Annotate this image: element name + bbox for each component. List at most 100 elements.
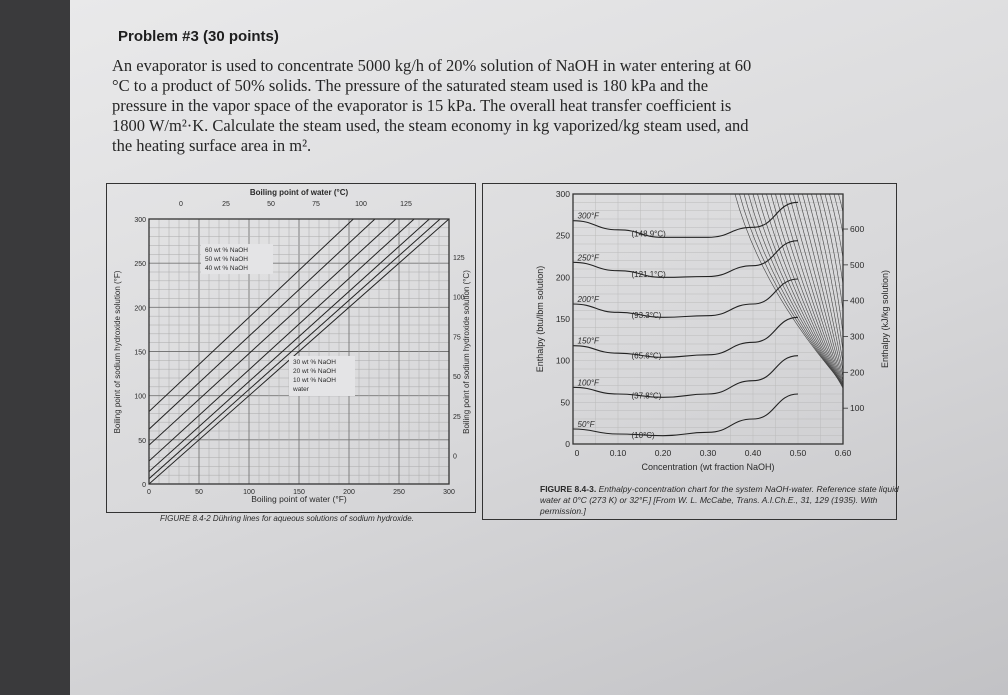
isotherm-label-c: (93.3°C) — [632, 311, 662, 320]
right-tick-label: 0 — [453, 454, 457, 461]
isotherm-label-c: (121.1°C) — [632, 270, 667, 279]
figure-number: FIGURE 8.4-3. — [540, 484, 597, 494]
isotherm-label-c: (10°C) — [632, 431, 656, 440]
solid-phase-hatch — [811, 194, 843, 353]
isotherm-label-f: 250°F — [577, 253, 601, 262]
problem-line: °C to a product of 50% solids. The press… — [112, 76, 709, 95]
solid-phase-hatch — [757, 194, 843, 389]
isotherm-line — [573, 278, 799, 318]
problem-title: Problem #3 (30 points) — [118, 28, 279, 45]
x-tick-label: 100 — [243, 489, 255, 496]
legend-upper: 60 wt % NaOH 50 wt % NaOH 40 wt % NaOH — [201, 244, 273, 274]
legend-item: water — [292, 386, 310, 393]
legend-lower: 30 wt % NaOH 20 wt % NaOH 10 wt % NaOH w… — [289, 356, 355, 396]
isotherm-line — [573, 316, 799, 358]
x-tick-label: 0 — [575, 448, 580, 458]
right-tick-label: 400 — [850, 296, 864, 306]
figure-caption-text: Dühring lines for aqueous solutions of s… — [212, 514, 414, 523]
y-tick-label: 50 — [561, 397, 571, 407]
problem-line: pressure in the vapor space of the evapo… — [112, 96, 732, 115]
solid-phase-hatch — [784, 194, 843, 387]
y-tick-label: 50 — [138, 438, 146, 445]
right-tick-label: 200 — [850, 367, 864, 377]
legend-item: 50 wt % NaOH — [205, 256, 248, 263]
isotherm-line — [573, 355, 799, 398]
right-tick-label: 100 — [850, 403, 864, 413]
y-tick-label: 0 — [565, 439, 570, 449]
problem-line: the heating surface area in m². — [112, 136, 312, 155]
top-tick-label: 125 — [400, 201, 412, 208]
right-tick-label: 25 — [453, 414, 461, 421]
isotherm-label-f: 200°F — [577, 295, 601, 304]
figure-caption-text: Enthalpy-concentration chart for the sys… — [540, 484, 899, 516]
figure-number: FIGURE 8.4-2 — [160, 514, 211, 523]
y-tick-label: 150 — [556, 314, 570, 324]
top-tick-label: 0 — [179, 201, 183, 208]
x-tick-label: 300 — [443, 489, 455, 496]
isotherm-label-c: (65.6°C) — [632, 351, 662, 360]
solid-phase-hatch — [766, 194, 843, 389]
right-tick-label: 125 — [453, 255, 465, 262]
isotherm-label-f: 100°F — [578, 378, 601, 387]
figure-caption-left: FIGURE 8.4-2 Dühring lines for aqueous s… — [160, 514, 414, 523]
x-tick-label: 200 — [343, 489, 355, 496]
legend-item: 20 wt % NaOH — [293, 368, 336, 375]
paper-sheet — [70, 0, 1008, 695]
x-axis-title: Concentration (wt fraction NaOH) — [641, 462, 774, 472]
right-tick-label: 75 — [453, 334, 461, 341]
y-tick-label: 150 — [134, 350, 146, 357]
solid-phase-hatch — [824, 194, 843, 287]
y-tick-label: 100 — [556, 356, 570, 366]
duhring-chart: Boiling point of water (°C) Boiling poin… — [113, 188, 471, 504]
duhring-line — [149, 219, 431, 473]
duhring-line — [149, 219, 355, 412]
solid-phase-hatch — [775, 194, 843, 389]
duhring-line — [149, 219, 415, 462]
y-tick-label: 200 — [134, 305, 146, 312]
y-tick-label: 300 — [556, 189, 570, 199]
duhring-line — [149, 219, 376, 430]
legend-item: 30 wt % NaOH — [293, 359, 336, 366]
right-tick-label: 600 — [850, 224, 864, 234]
legend-upper-bg — [201, 244, 273, 274]
solid-phase-hatch — [802, 194, 843, 373]
duhring-line — [149, 219, 397, 446]
plot-border — [572, 193, 844, 445]
isotherm-label-c: (148.9°C) — [632, 230, 667, 239]
isotherm-label-f: 300°F — [578, 212, 601, 221]
right-tick-label: 500 — [850, 260, 864, 270]
solid-phase-hatch — [806, 194, 843, 365]
isotherm-label-f: 150°F — [578, 337, 601, 346]
x-tick-label: 0.30 — [700, 448, 717, 458]
figure-caption-right: FIGURE 8.4-3. Enthalpy-concentration cha… — [540, 484, 900, 517]
x-tick-label: 250 — [393, 489, 405, 496]
y-tick-label: 250 — [134, 261, 146, 268]
solid-phase-hatch — [770, 194, 843, 389]
y2-axis-title: Enthalpy (kJ/kg solution) — [880, 270, 890, 368]
duhring-chart-frame: Boiling point of water (°C) Boiling poin… — [106, 183, 476, 513]
y-tick-label: 200 — [556, 272, 570, 282]
legend-item: 60 wt % NaOH — [205, 247, 248, 254]
x-tick-label: 150 — [293, 489, 305, 496]
isotherm-label-f: 50°F — [578, 420, 596, 429]
y-tick-label: 0 — [142, 482, 146, 489]
x-tick-label: 0 — [147, 489, 151, 496]
x-tick-label: 0.50 — [790, 448, 807, 458]
top-tick-label: 100 — [355, 201, 367, 208]
right-tick-label: 50 — [453, 374, 461, 381]
right-tick-label: 300 — [850, 332, 864, 342]
y-tick-label: 300 — [134, 217, 146, 224]
x-tick-label: 50 — [195, 489, 203, 496]
legend-item: 10 wt % NaOH — [293, 377, 336, 384]
duhring-line — [149, 219, 449, 484]
solid-phase-hatch — [833, 194, 843, 236]
problem-statement: An evaporator is used to concentrate 500… — [112, 56, 892, 156]
plot-border — [148, 218, 450, 485]
solid-phase-hatch — [820, 194, 843, 313]
x-tick-label: 0.10 — [610, 448, 627, 458]
solid-phase-hatch — [815, 194, 843, 336]
top-tick-label: 75 — [312, 201, 320, 208]
isotherm-line — [573, 393, 799, 437]
solid-phase-hatch — [797, 194, 843, 379]
problem-line: 1800 W/m²·K. Calculate the steam used, t… — [112, 116, 749, 135]
